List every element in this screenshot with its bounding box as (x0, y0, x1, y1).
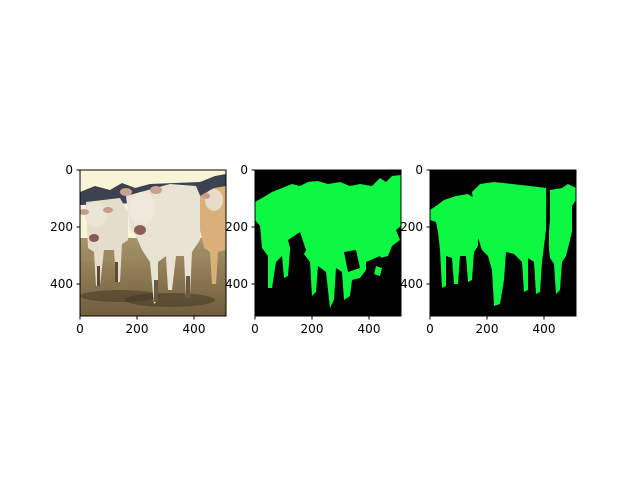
x-tick-label: 400 (183, 322, 206, 336)
axes-frame (254, 169, 402, 317)
x-tick-label: 0 (251, 322, 259, 336)
panel-ground-truth-mask: 0 200 400 0 200 400 (400, 163, 577, 336)
y-axis: 0 200 400 (400, 163, 430, 291)
x-axis: 0 200 400 (76, 316, 205, 336)
x-tick-label: 200 (301, 322, 324, 336)
x-tick-label: 0 (426, 322, 434, 336)
y-axis: 0 200 400 (50, 163, 80, 291)
cattle-photo (80, 170, 226, 316)
x-axis: 0 200 400 (426, 316, 555, 336)
y-tick-label: 200 (225, 220, 248, 234)
x-tick-label: 200 (476, 322, 499, 336)
x-tick-label: 0 (76, 322, 84, 336)
x-axis: 0 200 400 (251, 316, 380, 336)
y-tick-label: 400 (225, 277, 248, 291)
y-tick-label: 400 (400, 277, 423, 291)
axes-frame (79, 169, 227, 317)
predicted-mask-image (255, 170, 401, 316)
axes-frame (429, 169, 577, 317)
y-tick-label: 200 (400, 220, 423, 234)
x-tick-label: 400 (533, 322, 556, 336)
ground-truth-mask-image (430, 170, 576, 316)
y-axis: 0 200 400 (225, 163, 255, 291)
panel-predicted-mask: 0 200 400 0 200 400 (225, 163, 402, 336)
x-tick-label: 200 (126, 322, 149, 336)
panel-photo: 0 200 400 0 200 400 (50, 163, 227, 336)
y-tick-label: 400 (50, 277, 73, 291)
y-tick-label: 0 (65, 163, 73, 177)
y-tick-label: 0 (415, 163, 423, 177)
x-tick-label: 400 (358, 322, 381, 336)
y-tick-label: 200 (50, 220, 73, 234)
y-tick-label: 0 (240, 163, 248, 177)
